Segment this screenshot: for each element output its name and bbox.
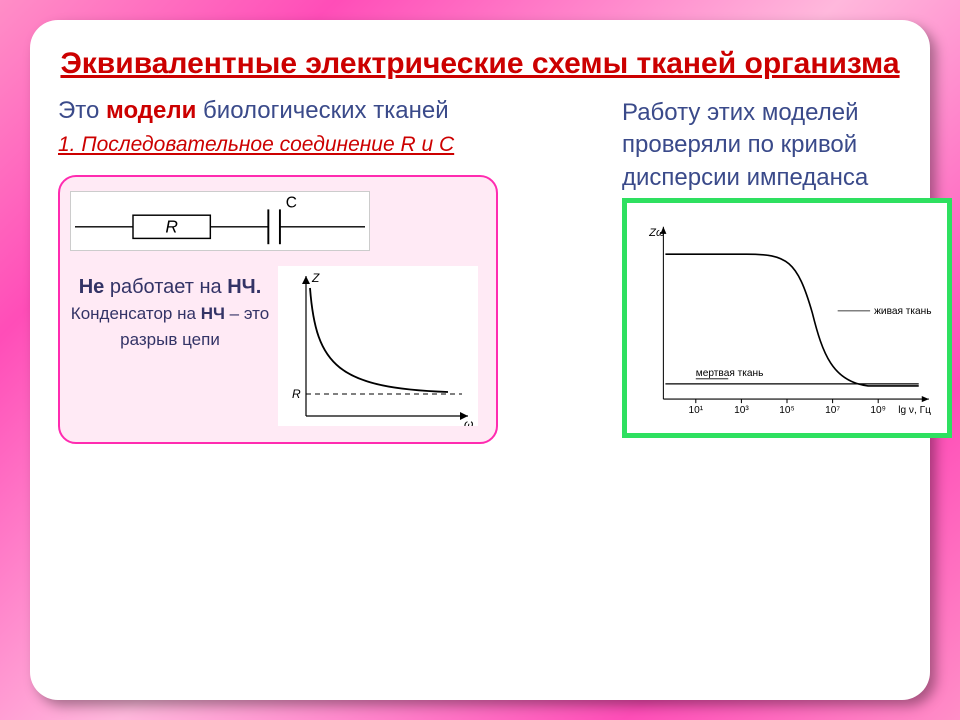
subtitle-pre: Это: [58, 97, 106, 124]
right-text: Работу этих моделей проверяли по кривой …: [622, 97, 902, 194]
g2-t1: 10¹: [688, 405, 703, 416]
g2-t3: 10⁵: [779, 405, 794, 416]
circuit-box: R C Не работает на НЧ. Конденсатор на НЧ…: [58, 175, 498, 444]
lower-row: Не работает на НЧ. Конденсатор на НЧ – э…: [70, 266, 486, 426]
slide-title: Эквивалентные электрические схемы тканей…: [58, 44, 902, 83]
note2-pre: Конденсатор на: [71, 304, 201, 323]
right-column: Работу этих моделей проверяли по кривой …: [622, 97, 902, 444]
g1-xlabel: ω: [464, 417, 473, 426]
g2-t5: 10⁹: [870, 405, 886, 416]
g1-curve: [310, 288, 448, 392]
note-mid: работает на: [104, 276, 227, 298]
g2-live-label: живая ткань: [874, 306, 931, 317]
left-column: Это модели биологических тканей 1. После…: [58, 97, 602, 444]
note-b1: Не: [79, 276, 105, 298]
dispersion-box: Zω 10¹ 10³ 10⁵ 10⁷ 10⁹ lg ν, Гц живая тк…: [622, 198, 952, 438]
circuit-note: Не работает на НЧ. Конденсатор на НЧ – э…: [70, 266, 270, 352]
note2-b: НЧ: [201, 304, 225, 323]
rc-series-circuit: R C: [70, 191, 370, 251]
content-row: Это модели биологических тканей 1. После…: [58, 97, 902, 444]
g1-ylabel: Z: [311, 271, 320, 285]
subtitle: Это модели биологических тканей: [58, 97, 602, 125]
section-label: 1. Последовательное соединение R и C: [58, 133, 602, 157]
subtitle-post: биологических тканей: [196, 97, 448, 124]
slide: Эквивалентные электрические схемы тканей…: [30, 20, 930, 700]
g2-dead-label: мертвая ткань: [696, 368, 764, 379]
g2-xunit: lg ν, Гц: [898, 405, 931, 416]
g2-ylabel: Zω: [648, 227, 665, 239]
g2-t2: 10³: [734, 405, 749, 416]
resistor-label: R: [165, 217, 178, 237]
g1-Rmark: R: [292, 387, 301, 401]
g2-t4: 10⁷: [825, 405, 840, 416]
subtitle-emph: модели: [106, 97, 196, 124]
capacitor-label: C: [286, 194, 297, 211]
impedance-dispersion-graph: Zω 10¹ 10³ 10⁵ 10⁷ 10⁹ lg ν, Гц живая тк…: [635, 211, 939, 425]
impedance-curve-small: Z ω R: [278, 266, 478, 426]
note-b2: НЧ.: [227, 276, 261, 298]
g2-live-curve: [665, 254, 918, 386]
